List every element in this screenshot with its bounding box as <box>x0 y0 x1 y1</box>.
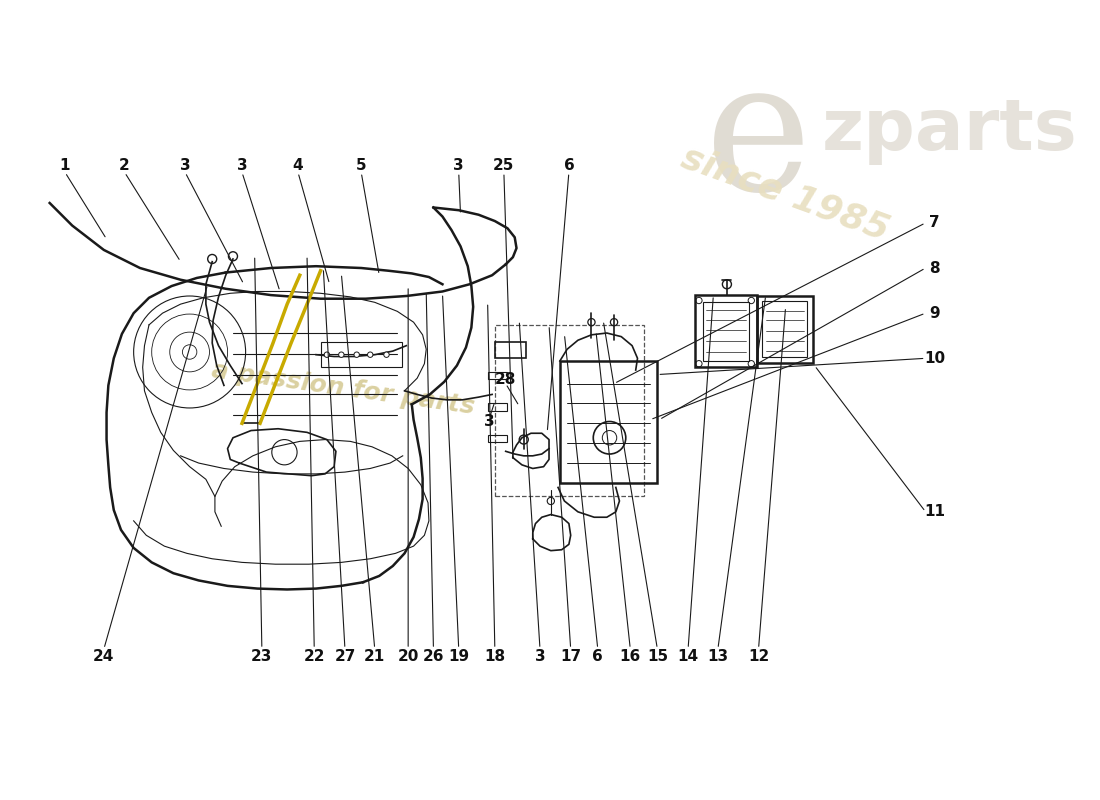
Text: 8: 8 <box>930 261 939 275</box>
Text: 7: 7 <box>930 215 939 230</box>
Text: 3: 3 <box>179 158 190 173</box>
Text: 11: 11 <box>924 504 945 519</box>
Bar <box>320 342 402 367</box>
Bar <box>762 302 807 358</box>
Bar <box>560 361 658 483</box>
Circle shape <box>339 352 344 358</box>
Text: 28: 28 <box>495 371 516 386</box>
Text: 21: 21 <box>364 649 385 664</box>
Text: 23: 23 <box>251 649 273 664</box>
Circle shape <box>384 352 389 358</box>
Bar <box>495 325 644 497</box>
Text: 5: 5 <box>356 158 366 173</box>
Text: 27: 27 <box>334 649 355 664</box>
Bar <box>495 342 527 358</box>
Text: since 1985: since 1985 <box>678 141 894 247</box>
Text: 17: 17 <box>560 649 581 664</box>
Text: 25: 25 <box>493 158 515 173</box>
Bar <box>757 296 813 363</box>
Text: 10: 10 <box>924 351 945 366</box>
Text: 6: 6 <box>563 158 574 173</box>
Text: 15: 15 <box>647 649 668 664</box>
Text: 3: 3 <box>535 649 546 664</box>
Text: 13: 13 <box>707 649 728 664</box>
Text: 2: 2 <box>119 158 130 173</box>
Text: 16: 16 <box>619 649 641 664</box>
Text: 19: 19 <box>448 649 470 664</box>
Text: 22: 22 <box>304 649 324 664</box>
Bar <box>487 372 507 379</box>
Text: a passion for parts: a passion for parts <box>210 358 476 418</box>
Text: 3: 3 <box>484 414 495 429</box>
Text: 12: 12 <box>748 649 769 664</box>
Text: 20: 20 <box>397 649 419 664</box>
Text: 3: 3 <box>236 158 248 173</box>
Text: 18: 18 <box>484 649 505 664</box>
Text: 6: 6 <box>593 649 603 664</box>
Text: 4: 4 <box>293 158 304 173</box>
Text: 24: 24 <box>94 649 114 664</box>
Text: 26: 26 <box>422 649 444 664</box>
Circle shape <box>367 352 373 358</box>
Text: 3: 3 <box>453 158 464 173</box>
Text: zparts: zparts <box>822 96 1078 166</box>
Bar <box>703 302 749 361</box>
Bar <box>487 435 507 442</box>
Bar <box>487 403 507 410</box>
Bar <box>695 295 757 367</box>
Text: 14: 14 <box>678 649 698 664</box>
Text: 9: 9 <box>930 306 939 321</box>
Circle shape <box>324 352 330 358</box>
Circle shape <box>354 352 360 358</box>
Text: e: e <box>705 52 812 228</box>
Text: 1: 1 <box>59 158 70 173</box>
